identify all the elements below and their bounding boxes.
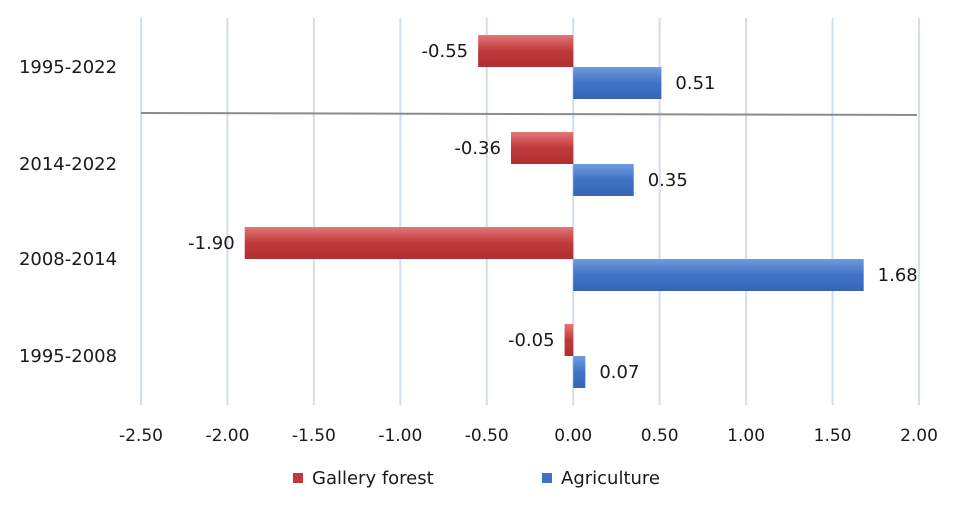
x-tick-label: 1.50: [814, 426, 852, 446]
x-tick-label: 1.00: [727, 426, 765, 446]
data-label: 1.68: [878, 265, 918, 286]
y-category-label: 2014-2022: [19, 154, 117, 175]
x-tick-label: 2.00: [900, 426, 938, 446]
x-tick-label: 0.00: [554, 426, 592, 446]
bar-agriculture: [573, 67, 662, 99]
labels: -2.50 -2.00 -1.50 -1.00 -0.50 0.00 0.50 1.00 1.5…: [19, 41, 938, 446]
y-category-label: 1995-2022: [19, 57, 117, 78]
data-label: -0.36: [454, 138, 501, 159]
bar-gallery-forest: [244, 227, 574, 259]
legend-swatch: [293, 473, 303, 483]
x-tick-label: 0.50: [641, 426, 679, 446]
data-label: -1.90: [188, 233, 235, 254]
data-label: 0.35: [648, 170, 688, 191]
data-label: 0.07: [599, 362, 639, 383]
bar-agriculture: [573, 356, 586, 388]
bar-gallery-forest: [478, 35, 574, 67]
data-label: -0.55: [422, 41, 469, 62]
separator-line: [140, 112, 918, 116]
data-label: -0.05: [508, 330, 555, 351]
legend: Gallery forest Agriculture: [293, 468, 660, 489]
bar-agriculture: [573, 164, 634, 196]
data-label: 0.51: [675, 73, 715, 94]
bars: [244, 35, 864, 388]
legend-label: Gallery forest: [312, 468, 434, 489]
y-category-label: 2008-2014: [19, 249, 117, 270]
x-tick-label: -1.00: [378, 426, 422, 446]
bar-gallery-forest: [564, 324, 574, 356]
bar-agriculture: [573, 259, 864, 291]
x-tick-label: -1.50: [292, 426, 336, 446]
legend-swatch: [542, 473, 552, 483]
y-category-label: 1995-2008: [19, 346, 117, 367]
bar-gallery-forest: [510, 132, 574, 164]
legend-label: Agriculture: [561, 468, 660, 489]
x-tick-label: -2.50: [119, 426, 163, 446]
x-tick-label: -2.00: [205, 426, 249, 446]
x-tick-label: -0.50: [465, 426, 509, 446]
